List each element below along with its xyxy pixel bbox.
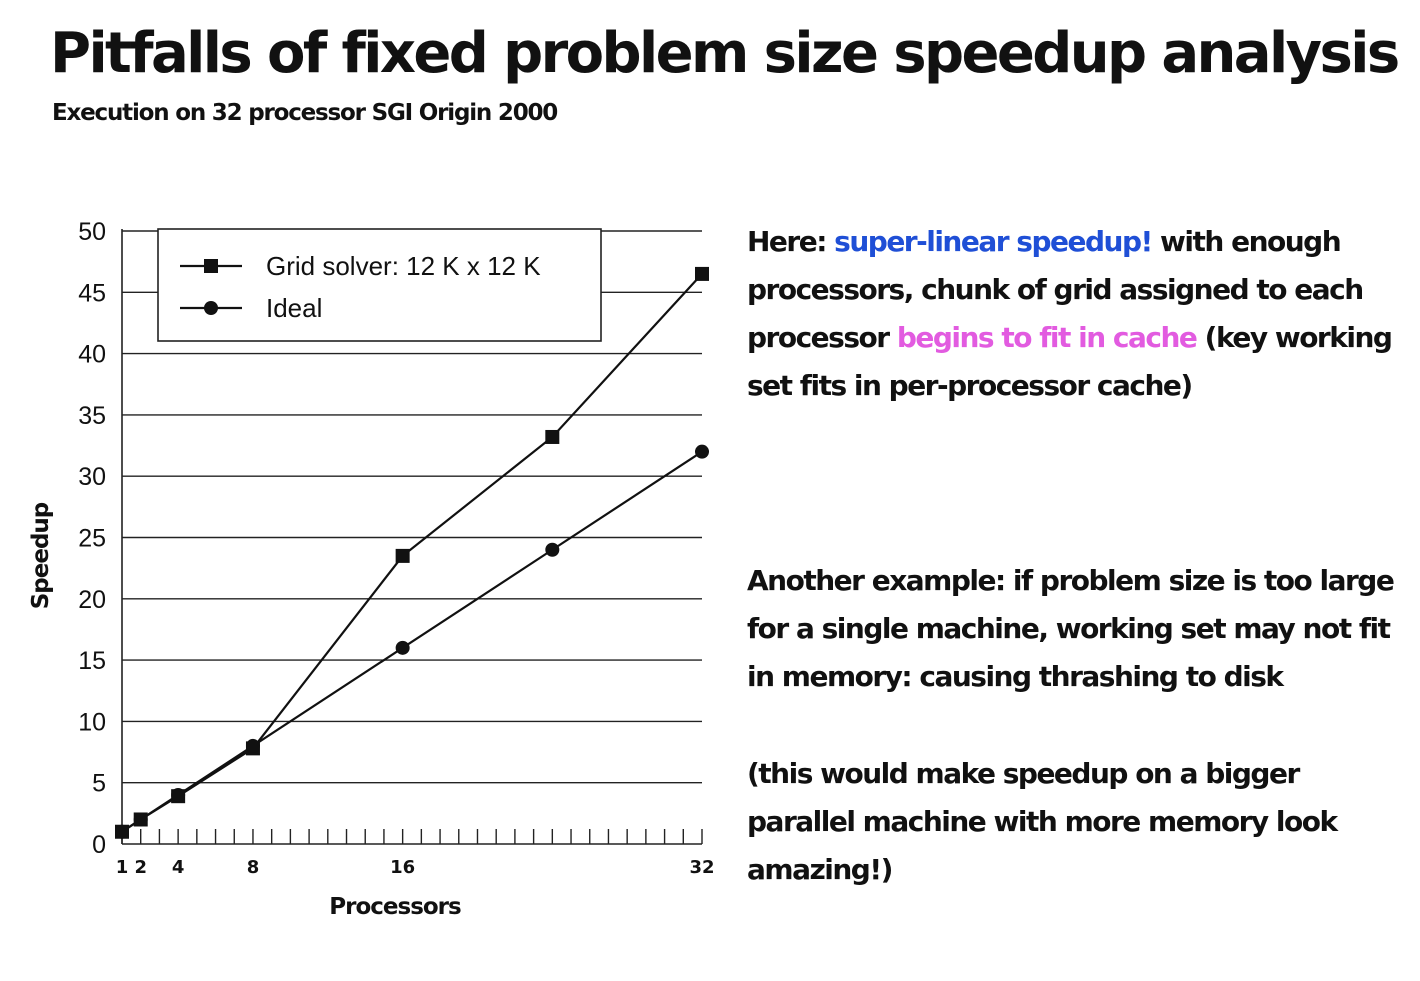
series-2-point-2 [133, 812, 148, 827]
series-1-point-32 [695, 266, 709, 281]
series-2-point-4 [171, 787, 186, 802]
series-line-2 [121, 450, 703, 833]
note-super-linear: Here: super-linear speedup! with enough … [747, 218, 1412, 410]
y-tick-label-10: 10 [78, 708, 106, 736]
series-1-point-24 [545, 429, 560, 444]
y-tick-label-30: 30 [78, 463, 106, 491]
note-1-highlight-super-linear: super-linear speedup! [834, 225, 1153, 258]
note-1-prefix: Here: [747, 225, 835, 258]
chart-legend: Grid solver: 12 K x 12 K Ideal [157, 228, 602, 342]
x-tick-label-4: 4 [172, 857, 185, 878]
series-2-point-32 [695, 444, 709, 459]
chart-series [115, 266, 709, 839]
note-1-suffix: (key working set fits in per-processor c… [747, 321, 1393, 402]
legend-label-1: Grid solver: 12 K x 12 K [266, 251, 541, 281]
legend-box [157, 228, 602, 342]
y-tick-label-5: 5 [92, 770, 106, 798]
slide-subtitle: Execution on 32 processor SGI Origin 200… [52, 100, 558, 126]
y-tick-label-25: 25 [78, 525, 106, 553]
x-tick-label-2: 2 [134, 857, 147, 878]
x-tick-label-32: 32 [689, 857, 714, 878]
y-tick-label-0: 0 [92, 831, 106, 859]
x-axis-title: Processors [329, 894, 461, 920]
legend-marker-square [204, 259, 218, 273]
legend-marker-circle [204, 301, 218, 315]
grid-lines [122, 230, 702, 784]
series-line-1 [121, 273, 703, 833]
x-tick-label-16: 16 [390, 857, 415, 878]
speedup-chart: 0 5 10 15 20 25 30 35 40 45 50 1 2 4 8 16 32 Processors Sp… [28, 218, 715, 920]
y-axis-title: Speedup [28, 502, 54, 609]
chart-axes: 0 5 10 15 20 25 30 35 40 45 50 1 2 4 8 16 32 Processors Sp… [28, 218, 715, 920]
series-2-point-16 [395, 640, 410, 655]
y-tick-label-40: 40 [78, 341, 106, 369]
series-2-point-24 [545, 542, 560, 557]
y-tick-label-50: 50 [78, 218, 106, 246]
x-tick-label-1: 1 [116, 857, 129, 878]
series-2-point-1 [115, 824, 129, 839]
note-another-example: Another example: if problem size is too … [747, 564, 1395, 693]
y-tick-label-20: 20 [78, 586, 106, 614]
slide-title: Pitfalls of fixed problem size speedup a… [50, 21, 1400, 86]
y-tick-label-45: 45 [78, 279, 106, 307]
y-tick-label-35: 35 [78, 402, 106, 430]
note-1-middle: with enough processors, chunk of grid as… [747, 225, 1364, 354]
x-tick-label-8: 8 [247, 857, 260, 878]
note-1-highlight-cache: begins to fit in cache [896, 321, 1198, 354]
note-amazing: (this would make speedup on a bigger par… [747, 757, 1338, 886]
series-1-point-16 [395, 548, 410, 563]
series-2-point-8 [245, 738, 260, 753]
legend-label-2: Ideal [266, 293, 322, 323]
y-tick-label-15: 15 [78, 647, 106, 675]
